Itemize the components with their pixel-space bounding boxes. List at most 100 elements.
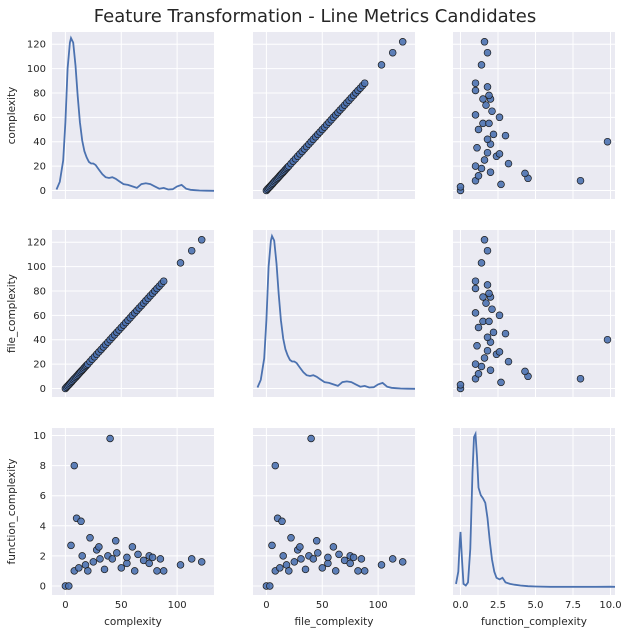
xtick-label: 0.0: [453, 600, 469, 611]
scatter-point: [134, 550, 142, 559]
scatter-point: [268, 541, 276, 550]
scatter-point: [483, 346, 492, 355]
scatter-point: [483, 333, 492, 342]
scatter-point: [197, 236, 206, 244]
xtick-label: 50: [115, 600, 128, 611]
scatter-point: [471, 111, 480, 119]
scatter-point: [501, 329, 510, 338]
panel-r2-c0: 0 2 4 6 8 10 function_complexity 0 50 100 complexi…: [6, 428, 214, 628]
scatter-point: [474, 172, 483, 180]
figure-title: Feature Transformation - Line Metrics Ca…: [94, 6, 536, 27]
scatter-point: [360, 79, 369, 87]
ytick-label: 60: [33, 311, 46, 322]
scatter-point: [156, 555, 165, 563]
scatter-point: [576, 176, 585, 185]
scatter-point: [377, 561, 386, 569]
scatter-point: [489, 130, 498, 139]
scatter-point: [471, 309, 480, 317]
scatter-point: [187, 555, 196, 563]
scatter-point: [479, 95, 487, 103]
scatter-point: [318, 564, 327, 572]
scatter-point: [497, 180, 505, 189]
scatter-point: [75, 564, 83, 572]
ytick-label: 2: [40, 551, 46, 562]
x-axis-label: complexity: [104, 616, 162, 628]
scatter-point: [117, 564, 126, 572]
scatter-point: [148, 553, 157, 562]
ytick-label: 0: [40, 384, 46, 395]
scatter-point: [483, 48, 492, 57]
scatter-point: [489, 328, 498, 337]
scatter-point: [377, 61, 386, 69]
panel-r0-c0-bg: [52, 32, 214, 199]
scatter-point: [471, 277, 480, 285]
scatter-point: [483, 148, 492, 157]
scatter-point: [329, 543, 338, 551]
ytick-label: 0: [40, 581, 46, 592]
scatter-point: [504, 357, 513, 366]
scatter-point: [473, 342, 481, 350]
scatter-point: [474, 370, 483, 378]
ytick-label: 120: [27, 40, 46, 51]
scatter-point: [480, 38, 489, 46]
scatter-point: [495, 311, 504, 320]
scatter-point: [471, 284, 480, 293]
scatter-point: [279, 552, 287, 560]
xtick-label: 5.0: [528, 600, 544, 611]
scatter-point: [276, 564, 284, 572]
scatter-point: [474, 125, 483, 134]
scatter-point: [346, 559, 354, 568]
scatter-point: [360, 567, 369, 575]
scatter-point: [297, 555, 305, 563]
scatter-point: [84, 567, 92, 575]
scatter-point: [159, 567, 168, 575]
ytick-label: 20: [33, 360, 46, 371]
scatter-point: [307, 434, 315, 443]
ytick-label: 40: [33, 335, 46, 346]
scatter-point: [357, 555, 366, 563]
scatter-point: [483, 246, 492, 255]
scatter-point: [271, 461, 280, 470]
scatter-point: [113, 549, 121, 557]
scatter-point: [603, 335, 612, 344]
scatter-point: [96, 555, 104, 563]
scatter-point: [603, 137, 612, 146]
kde-line-complexity: [55, 35, 215, 192]
scatter-point: [388, 555, 397, 563]
scatter-point: [108, 555, 117, 563]
scatter-point: [471, 79, 480, 87]
scatter-point: [70, 461, 79, 470]
scatter-point: [78, 552, 86, 560]
scatter-point: [331, 567, 340, 575]
scatter-point: [290, 558, 299, 566]
scatter-point: [482, 299, 490, 307]
scatter-point: [488, 305, 496, 313]
scatter-point: [471, 86, 480, 95]
scatter-point: [130, 567, 139, 575]
scatter-point: [495, 348, 504, 356]
scatter-point: [159, 277, 168, 285]
scatter-point: [477, 61, 486, 69]
scatter-point: [309, 555, 318, 563]
xtick-label: 0: [263, 600, 269, 611]
panel-r0-c2: [453, 32, 615, 199]
scatter-point: [495, 113, 504, 122]
y-axis-label: function_complexity: [6, 459, 18, 565]
scatter-point: [354, 567, 362, 575]
scatter-point: [521, 367, 529, 376]
scatter-point: [67, 541, 75, 550]
scatter-point: [176, 561, 185, 569]
xtick-label: 10.0: [599, 600, 621, 611]
scatter-point: [456, 381, 465, 389]
xtick-label: 7.5: [565, 600, 581, 611]
scatter-point: [89, 558, 98, 566]
scatter-point: [471, 360, 480, 368]
kde-line-file_complexity: [256, 233, 416, 390]
ytick-label: 20: [33, 162, 46, 173]
panels-group: 020406080100120complexity020406080100120…: [6, 32, 622, 628]
scatter-point: [485, 91, 493, 100]
scatter-point: [106, 434, 114, 443]
scatter-point: [473, 144, 481, 152]
scatter-point: [388, 48, 397, 57]
scatter-point: [456, 183, 465, 191]
